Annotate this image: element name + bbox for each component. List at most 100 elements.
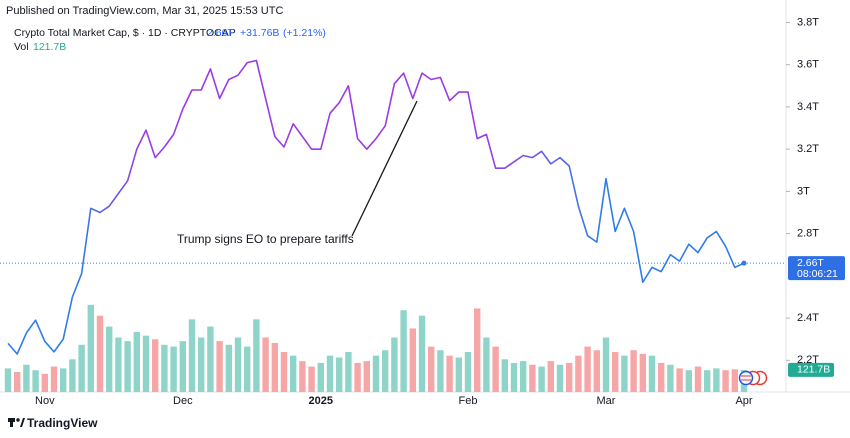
y-tick-label: 3.6T — [797, 59, 819, 71]
volume-bar — [207, 326, 214, 392]
flags-icon — [738, 370, 768, 386]
volume-bar — [60, 368, 67, 392]
volume-bar — [363, 361, 370, 392]
volume-bar — [253, 319, 260, 392]
volume-bar — [50, 366, 58, 392]
volume-bar — [161, 344, 168, 392]
volume-bar — [464, 352, 472, 392]
volume-bar — [354, 362, 361, 392]
volume-bar — [510, 362, 518, 392]
volume-bar — [179, 341, 186, 392]
volume-bar — [345, 352, 352, 392]
volume-bar — [326, 355, 334, 392]
y-tick-label: 3.2T — [797, 143, 819, 155]
volume-bar — [437, 350, 444, 392]
volume-bar — [566, 362, 573, 392]
volume-bar — [602, 337, 610, 392]
volume-bar — [575, 355, 582, 392]
volume-bar — [142, 335, 150, 392]
x-tick-label: Nov — [35, 395, 55, 407]
volume-bar — [474, 308, 481, 392]
volume-bar — [317, 362, 324, 392]
volume-bar — [713, 368, 720, 392]
volume-bar — [400, 310, 407, 392]
volume-bar — [731, 369, 738, 392]
x-tick-label: Dec — [173, 395, 193, 407]
volume-bar — [133, 332, 140, 392]
volume-bar — [658, 362, 665, 392]
x-tick-label: Mar — [597, 395, 616, 407]
volume-bar — [106, 326, 113, 392]
chart-title: Crypto Total Market Cap, $ · 1D · CRYPTO… — [14, 27, 236, 39]
y-tick-label: 3.8T — [797, 16, 819, 28]
y-tick-label: 3.4T — [797, 101, 819, 113]
volume-title: Vol — [14, 41, 29, 53]
volume-bar — [280, 352, 288, 392]
last-point — [741, 260, 747, 266]
volume-bar — [556, 364, 564, 392]
price-box — [788, 256, 845, 281]
volume-bar — [667, 364, 674, 392]
published: Published on TradingView.com, Mar 31, 20… — [6, 5, 283, 17]
volume-bar — [372, 355, 380, 392]
volume-bar — [198, 337, 205, 392]
volume-bar — [639, 353, 646, 392]
change: +31.76B — [240, 27, 279, 39]
volume-bar — [382, 350, 389, 392]
price-box-countdown: 08:06:21 — [797, 268, 838, 280]
volume-bar — [455, 357, 462, 392]
volume-bar — [78, 344, 85, 392]
y-tick-label: 2.2T — [797, 354, 819, 366]
volume-bar — [409, 328, 416, 392]
volume-bar — [612, 352, 619, 392]
volume-bars — [4, 304, 748, 392]
last-price: 2.66T — [207, 27, 234, 39]
volume-bar — [23, 364, 30, 392]
volume-bar — [32, 370, 39, 392]
volume-bar — [483, 337, 490, 392]
brand-logo — [8, 418, 25, 427]
volume-bar — [4, 368, 12, 392]
x-tick-label: Apr — [735, 395, 752, 407]
volume-bar — [14, 372, 21, 392]
volume-bar — [446, 355, 453, 392]
volume-bar — [336, 357, 343, 392]
volume-bar — [529, 364, 536, 392]
volume-bar — [299, 361, 306, 392]
volume-bar — [428, 346, 435, 392]
volume-bar — [391, 337, 398, 392]
volume-bar — [308, 366, 315, 392]
volume-bar — [676, 368, 683, 392]
volume-bar — [584, 346, 591, 392]
volume-bar — [418, 315, 426, 392]
volume-bar — [492, 346, 499, 392]
price-box-value: 2.66T — [797, 257, 824, 269]
annotation-line — [351, 100, 418, 237]
y-tick-label: 2.4T — [797, 312, 819, 324]
last-volume: 121.7B — [33, 41, 66, 53]
volume-bar — [41, 373, 48, 392]
volume-bar — [152, 339, 159, 392]
volume-bar — [593, 350, 600, 392]
volume-bar — [648, 355, 656, 392]
volume-bar — [501, 359, 508, 392]
volume-bar — [87, 304, 94, 392]
volume-bar — [216, 341, 223, 392]
volume-bar — [69, 359, 76, 392]
volume-bar — [722, 370, 729, 392]
volume-bar — [234, 337, 242, 392]
volume-bar — [170, 346, 177, 392]
change-pct: (+1.21%) — [283, 27, 326, 39]
y-tick-label: 2.8T — [797, 228, 819, 240]
volume-box — [788, 362, 834, 377]
volume-bar — [124, 341, 131, 392]
volume-bar — [538, 366, 545, 392]
volume-box-value: 121.7B — [797, 364, 830, 376]
price-line — [7, 59, 745, 355]
brand: TradingView — [27, 416, 98, 430]
volume-bar — [244, 346, 251, 392]
volume-bar — [630, 350, 637, 392]
x-tick-label: Feb — [459, 395, 478, 407]
